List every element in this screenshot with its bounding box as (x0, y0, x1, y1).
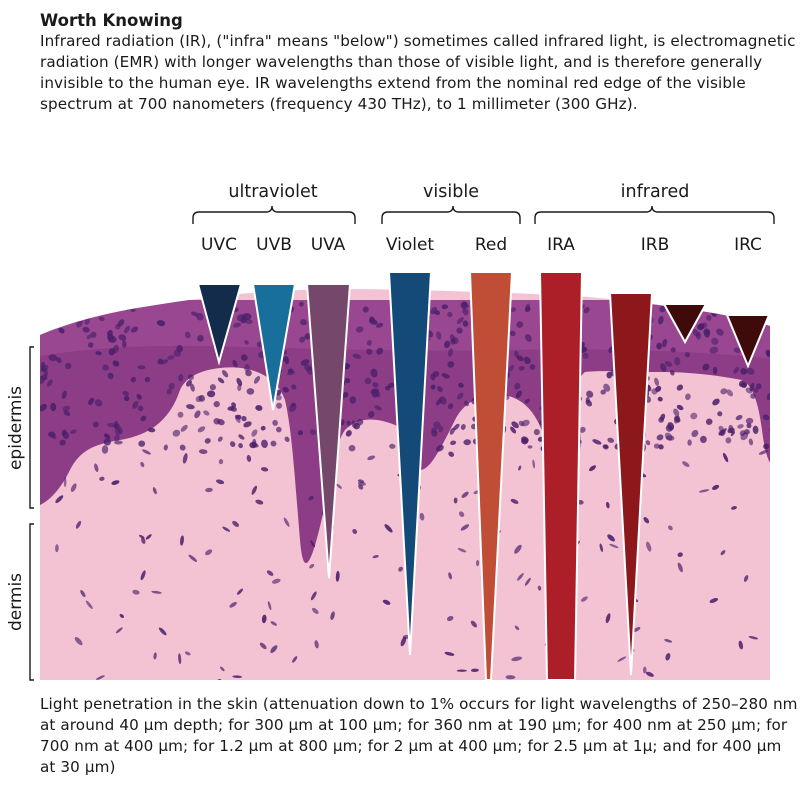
penetration-wedges (196, 271, 771, 681)
visible-brace (381, 205, 521, 224)
infrared-brace (534, 205, 775, 224)
skin-penetration-diagram: ultraviolet visible infrared UVC UVB UVA… (6, 182, 775, 681)
band-label-uvb: UVB (256, 235, 292, 255)
band-label-violet: Violet (386, 235, 435, 255)
group-label-infrared: infrared (621, 182, 690, 202)
wedge-red (468, 271, 514, 681)
band-label-irc: IRC (734, 235, 762, 255)
band-label-uva: UVA (311, 235, 346, 255)
group-braces (192, 205, 775, 224)
wedge-uvc (196, 283, 243, 366)
layer-label-epidermis: epidermis (6, 386, 26, 470)
intro-block: Worth Knowing Infrared radiation (IR), (… (40, 10, 800, 115)
band-label-ira: IRA (547, 235, 575, 255)
wedge-irc-a (662, 303, 708, 345)
epidermis-bracket (29, 346, 34, 509)
wedge-irb (608, 292, 654, 676)
caption: Light penetration in the skin (attenuati… (40, 695, 798, 776)
band-label-red: Red (475, 235, 507, 255)
layer-label-dermis: dermis (6, 573, 26, 631)
intro-title: Worth Knowing (40, 11, 183, 30)
ultraviolet-brace (192, 205, 356, 224)
band-label-irb: IRB (641, 235, 670, 255)
wedge-irc-b (725, 314, 771, 369)
layer-brackets (29, 346, 34, 681)
intro-text: Infrared radiation (IR), ("infra" means … (40, 32, 796, 113)
group-label-visible: visible (423, 182, 479, 202)
band-label-uvc: UVC (201, 235, 237, 255)
wedge-violet (387, 271, 433, 656)
wedge-uvb (251, 283, 297, 411)
wedge-uva (305, 283, 352, 579)
dermis-bracket (29, 523, 34, 681)
wedge-ira (538, 271, 584, 681)
group-label-ultraviolet: ultraviolet (228, 182, 317, 202)
